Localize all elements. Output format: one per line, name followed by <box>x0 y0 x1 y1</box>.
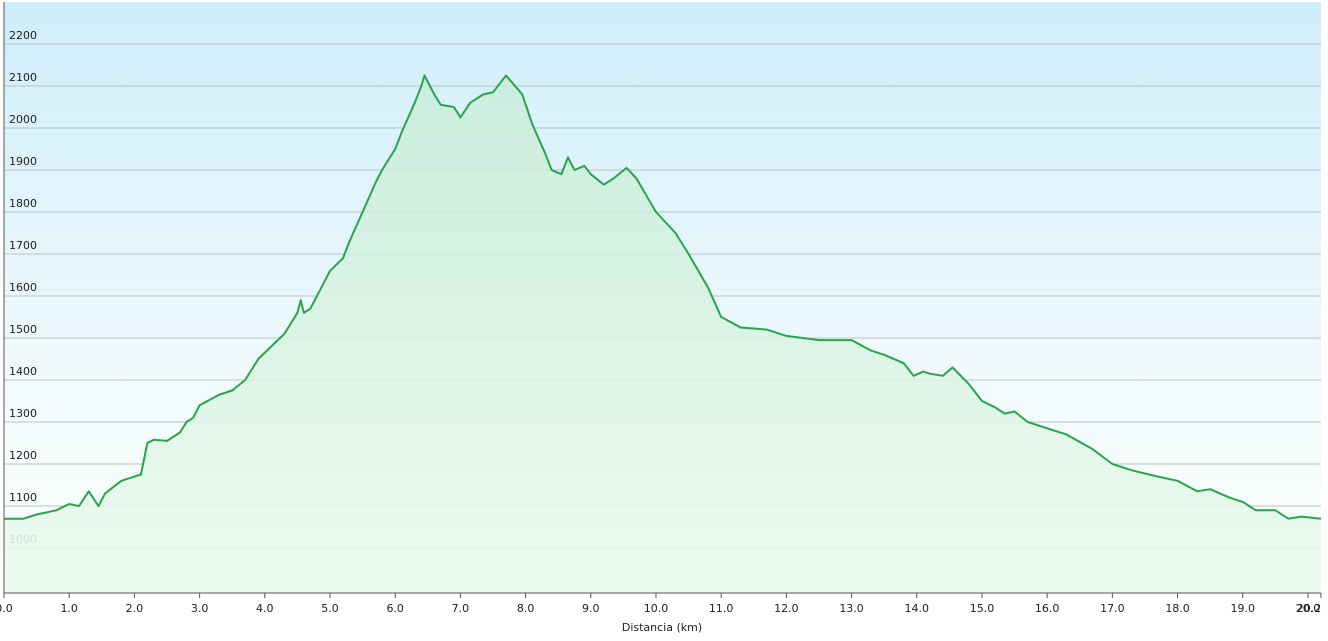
x-tick-label: 1.0 <box>60 602 78 615</box>
x-tick-label: 14.0 <box>905 602 930 615</box>
y-tick-label: 2000 <box>9 113 37 126</box>
x-tick-label: 18.0 <box>1165 602 1190 615</box>
elevation-line <box>4 74 1322 520</box>
x-tick-label: 5.0 <box>321 602 339 615</box>
x-tick-label: 4.0 <box>256 602 274 615</box>
x-tick-label: 16.0 <box>1035 602 1060 615</box>
y-tick-label: 1900 <box>9 155 37 168</box>
y-tick-label: 2100 <box>9 71 37 84</box>
x-tick-label: 3.0 <box>191 602 209 615</box>
area-fill <box>4 75 1321 593</box>
x-tick-label: 17.0 <box>1100 602 1125 615</box>
x-tick-label: 0.0 <box>0 602 13 615</box>
x-tick-label: 8.0 <box>517 602 535 615</box>
x-tick-label: 15.0 <box>970 602 995 615</box>
y-tick-label: 1800 <box>9 197 37 210</box>
y-tick-label: 1700 <box>9 239 37 252</box>
y-tick-label: 1200 <box>9 449 37 462</box>
x-tick-label: 13.0 <box>839 602 864 615</box>
x-tick-label: 20.0 <box>1296 602 1321 615</box>
y-tick-label: 1600 <box>9 281 37 294</box>
x-tick-label: 12.0 <box>774 602 799 615</box>
x-tick-label: 19.0 <box>1231 602 1256 615</box>
x-tick-label: 9.0 <box>582 602 600 615</box>
y-tick-label: 1500 <box>9 323 37 336</box>
x-axis-label: Distancia (km) <box>622 621 702 634</box>
x-tick-label: 2.0 <box>126 602 144 615</box>
y-tick-label: 1100 <box>9 491 37 504</box>
x-tick-label: 11.0 <box>709 602 734 615</box>
y-tick-label: 1300 <box>9 407 37 420</box>
x-tick-label: 20.2 <box>1297 602 1322 615</box>
x-tick-label: 7.0 <box>452 602 470 615</box>
y-tick-label: 2200 <box>9 29 37 42</box>
y-tick-label: 1400 <box>9 365 37 378</box>
x-tick-label: 10.0 <box>644 602 669 615</box>
x-tick-label: 6.0 <box>386 602 404 615</box>
